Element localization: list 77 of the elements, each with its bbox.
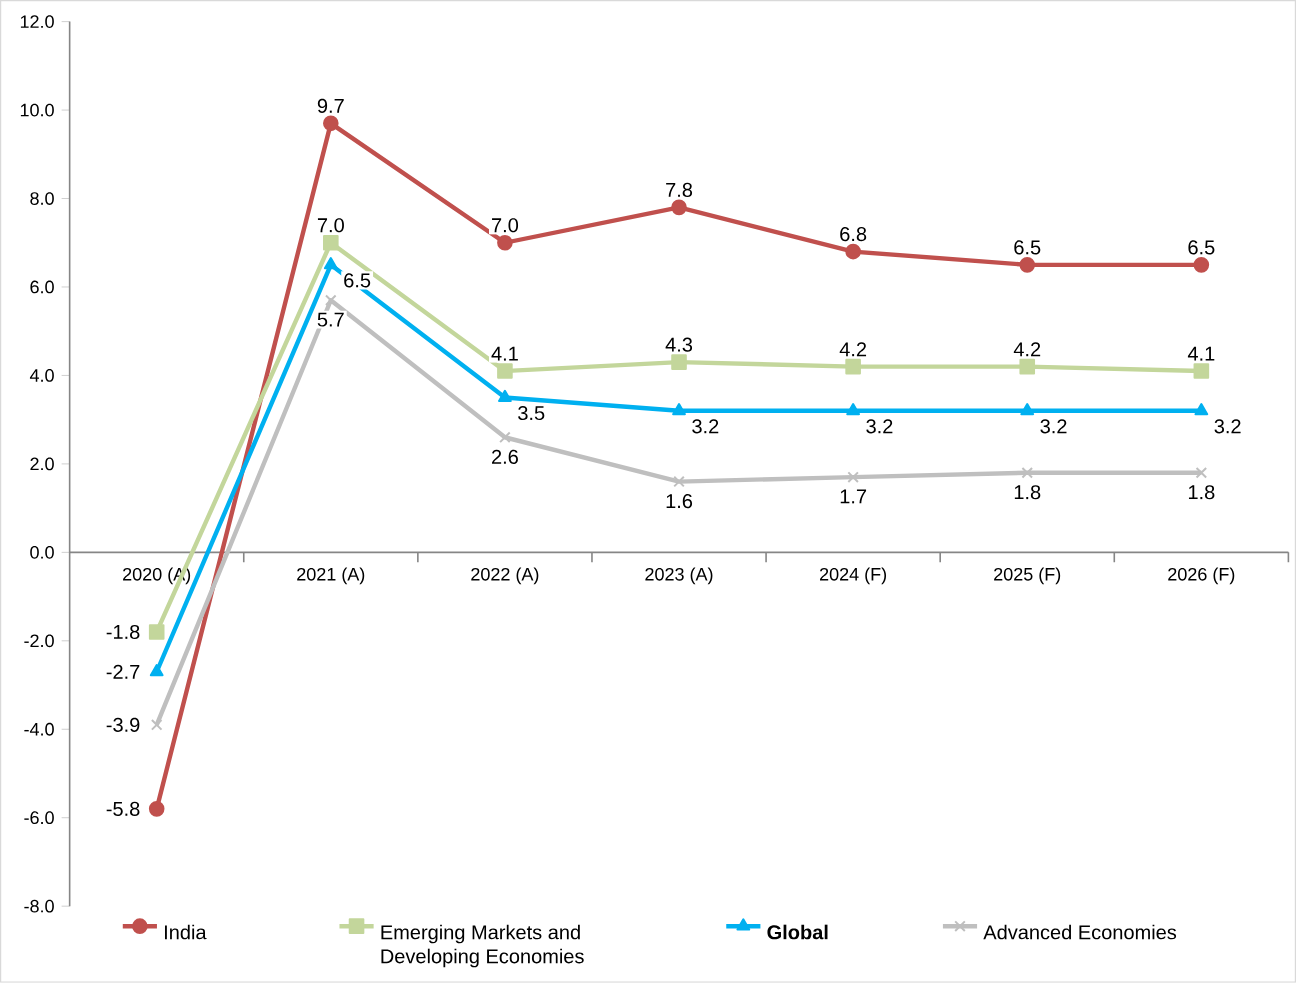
point [671, 354, 687, 371]
data-label: 3.2 [866, 419, 893, 434]
data-label: -5.8 [106, 801, 140, 817]
data-label: 7.8 [666, 182, 693, 198]
point [845, 243, 861, 260]
y-tick-label: 10.0 [20, 103, 54, 117]
legend-label: Advanced Economies [983, 924, 1177, 940]
point [149, 664, 164, 677]
point [1019, 257, 1036, 273]
x-tick-label: 2022 (A) [471, 567, 539, 585]
data-label: 3.2 [1214, 419, 1241, 434]
data-label: 4.3 [665, 337, 693, 352]
data-label: 3.2 [1040, 419, 1067, 434]
point [845, 358, 861, 375]
data-label: 6.8 [840, 227, 867, 242]
data-label: 6.5 [1188, 240, 1215, 255]
data-label: 3.5 [518, 406, 545, 421]
point [498, 389, 512, 403]
point [1194, 403, 1209, 416]
data-label: 6.5 [1014, 240, 1041, 255]
data-label: 7.0 [492, 218, 519, 233]
data-label: 1.8 [1014, 485, 1041, 500]
point [148, 624, 165, 640]
x-tick-label: 2021 (A) [297, 567, 365, 585]
data-label: 6.5 [344, 273, 371, 288]
point [671, 199, 687, 216]
legend-label: Emerging Markets and Developing Economies [381, 924, 584, 968]
point [1195, 467, 1208, 479]
x-tick-label: 2026 (F) [1168, 567, 1235, 585]
y-tick-label: -6.0 [24, 811, 54, 825]
data-label: 4.1 [1187, 346, 1215, 361]
data-label: 9.7 [317, 98, 344, 114]
data-label: -1.8 [106, 624, 140, 640]
point [847, 471, 859, 484]
y-tick-label: 2.0 [30, 457, 54, 471]
point [673, 475, 685, 488]
point [323, 235, 339, 251]
data-label: 7.0 [317, 218, 344, 233]
point [325, 294, 337, 307]
data-label: 4.2 [1013, 342, 1041, 357]
point [323, 115, 339, 132]
point [150, 719, 163, 731]
data-label: -2.7 [106, 664, 140, 679]
data-label: 1.7 [840, 489, 867, 504]
y-tick-label: 6.0 [30, 280, 54, 294]
y-tick-label: 4.0 [29, 369, 54, 382]
x-tick-label: 2024 (F) [820, 567, 887, 585]
data-label: 4.1 [491, 346, 518, 361]
legend-label: India [165, 924, 207, 940]
data-label: 3.2 [692, 419, 719, 434]
point [497, 235, 513, 251]
point [1019, 358, 1036, 375]
point [497, 363, 513, 379]
y-tick-label: -2.0 [24, 634, 54, 648]
point [323, 257, 338, 270]
point [148, 801, 165, 817]
data-label: -3.9 [106, 717, 140, 732]
point [1193, 257, 1210, 273]
point [1021, 467, 1034, 479]
data-label: 1.6 [666, 494, 693, 509]
point [1020, 403, 1035, 416]
data-label: 2.6 [492, 449, 518, 465]
legend-label: Global [767, 924, 828, 940]
y-tick-label: -4.0 [24, 722, 54, 736]
data-label: 4.2 [839, 342, 867, 357]
point [846, 403, 861, 416]
x-tick-label: 2023 (A) [645, 567, 713, 585]
y-tick-label: 0.0 [30, 546, 54, 559]
data-label: 5.7 [317, 312, 344, 327]
y-tick-label: 12.0 [20, 15, 54, 29]
y-tick-label: -8.0 [24, 899, 54, 913]
point [672, 403, 686, 416]
point [1193, 363, 1210, 379]
data-label: 1.8 [1188, 485, 1215, 500]
point [499, 431, 511, 444]
x-tick-label: 2025 (F) [994, 567, 1061, 585]
y-tick-label: 8.0 [30, 192, 54, 206]
